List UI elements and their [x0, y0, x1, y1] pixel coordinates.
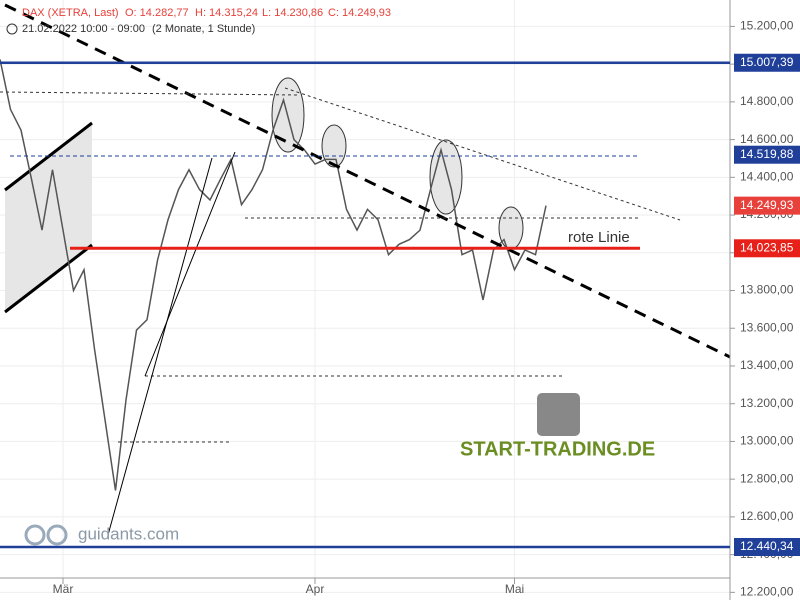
y-tick-label: 15.200,00	[740, 19, 794, 33]
logo	[537, 393, 580, 436]
y-tick-label: 13.200,00	[740, 396, 794, 410]
y-tick-label: 13.800,00	[740, 283, 794, 297]
y-tick-label: 13.400,00	[740, 358, 794, 372]
logo	[24, 524, 46, 546]
ohlc: H: 14.315,24	[195, 7, 258, 19]
y-tick-label: 14.800,00	[740, 94, 794, 108]
highlight	[498, 206, 524, 250]
level-label: 14.519,88	[740, 147, 794, 161]
trend-line	[107, 157, 213, 536]
level-label: 12.440,34	[740, 539, 794, 553]
level-badge	[734, 145, 800, 164]
marks	[0, 59, 547, 491]
y-tick-label: 14.600,00	[740, 132, 794, 146]
logo	[46, 524, 68, 546]
y-tick-label: 13.600,00	[740, 320, 794, 334]
level-badge	[734, 196, 800, 215]
highlight	[429, 139, 463, 215]
ohlc: C: 14.249,93	[328, 7, 391, 19]
level-badge	[734, 239, 800, 258]
trend-line	[0, 91, 301, 96]
level-label: 14.249,93	[740, 198, 794, 212]
y-tick-label: 12.200,00	[740, 585, 794, 599]
interval: (2 Monate, 1 Stunde)	[152, 23, 255, 35]
trend-line	[144, 151, 236, 377]
channel-line	[4, 243, 93, 314]
watermark: START-TRADING.DE	[460, 438, 655, 460]
level-label: 15.007,39	[740, 55, 794, 69]
ohlc: O: 14.282,77	[125, 7, 189, 19]
level-badge	[734, 538, 800, 557]
x-tick-label: Mär	[53, 582, 74, 596]
y-tick-label: 13.000,00	[740, 434, 794, 448]
y-tick-label: 12.800,00	[740, 471, 794, 485]
instrument: DAX (XETRA, Last)	[22, 7, 119, 19]
channel	[5, 123, 92, 312]
period: 21.02.2022 10:00 - 09:00	[22, 23, 145, 35]
annotation: rote Linie	[568, 229, 630, 246]
watermark: guidants.com	[78, 524, 179, 543]
x-tick-label: Mai	[505, 582, 524, 596]
trend-line	[4, 3, 731, 359]
level-badge	[734, 53, 800, 72]
level-label: 14.023,85	[740, 240, 794, 254]
y-tick-label: 12.600,00	[740, 509, 794, 523]
y-tick-label: 14.400,00	[740, 169, 794, 183]
grid	[0, 0, 730, 593]
x-tick-label: Apr	[306, 582, 325, 596]
highlight	[321, 124, 347, 168]
clock-icon	[6, 23, 18, 35]
ohlc: L: 14.230,86	[262, 7, 323, 19]
price-line	[0, 59, 547, 491]
